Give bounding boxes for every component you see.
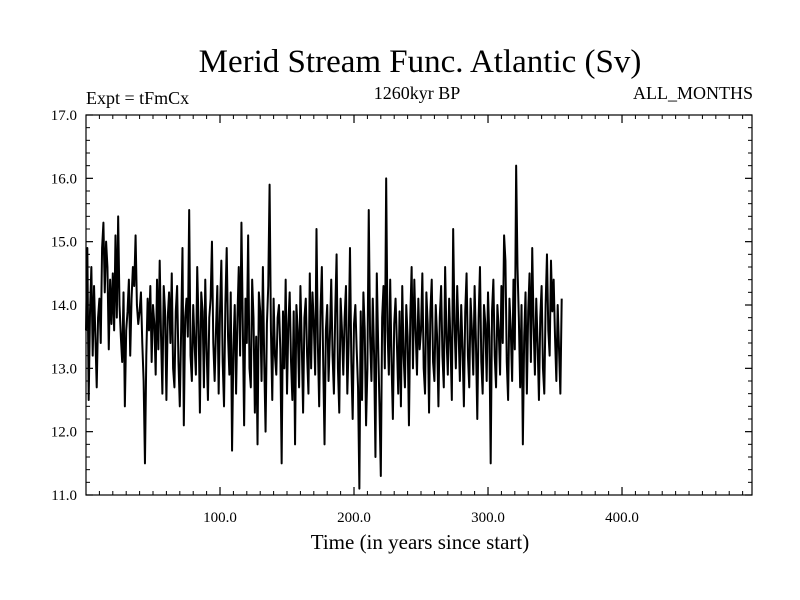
x-tick-label: 300.0: [471, 510, 505, 526]
x-tick-label: 100.0: [203, 510, 237, 526]
series-line-amoc: [85, 164, 563, 490]
x-axis-label: Time (in years since start): [311, 530, 530, 554]
chart-subtitle-right: ALL_MONTHS: [633, 83, 753, 103]
y-tick-label: 16.0: [51, 171, 77, 187]
chart-subtitle-left: Expt = tFmCx: [86, 88, 189, 108]
plot-area: [85, 114, 753, 496]
x-tick-label: 400.0: [605, 510, 639, 526]
y-axis: 11.0 12.0 13.0 14.0 15.0 16.0 17.0: [51, 108, 752, 504]
chart-subtitle-center: 1260kyr BP: [374, 83, 461, 103]
y-tick-label: 12.0: [51, 425, 77, 441]
y-tick-label: 15.0: [51, 235, 77, 251]
x-axis: 100.0 200.0 300.0 400.0: [98, 115, 744, 526]
y-tick-label: 13.0: [51, 361, 77, 377]
y-tick-label: 17.0: [51, 108, 77, 124]
y-tick-label: 11.0: [51, 488, 77, 504]
y-tick-label: 14.0: [51, 298, 77, 314]
x-tick-label: 200.0: [337, 510, 371, 526]
chart-title: Merid Stream Func. Atlantic (Sv): [199, 44, 642, 80]
